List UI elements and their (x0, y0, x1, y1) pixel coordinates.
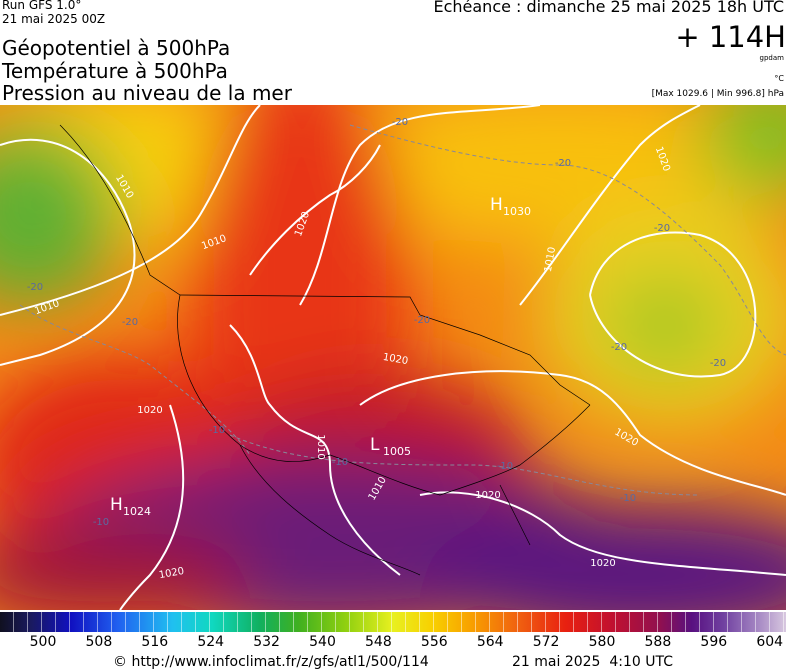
color-scale-label: 580 (588, 634, 616, 650)
source-url: © http://www.infoclimat.fr/z/gfs/atl1/50… (113, 654, 429, 670)
pressure-center-symbol: H (490, 195, 503, 215)
isobar-label: 1020 (475, 490, 500, 501)
isotherm-label: -20 (611, 342, 627, 353)
isotherm-label: -20 (654, 223, 670, 234)
isotherm-label: -10 (332, 457, 348, 468)
run: Run GFS 1.0° (2, 0, 82, 12)
isobar-label: 1020 (137, 405, 162, 416)
isotherm-label: -10 (620, 493, 636, 504)
color-scale-label: 572 (532, 634, 560, 650)
color-scale-divisions (0, 612, 786, 632)
title: Géopotentiel à 500hPa (2, 36, 231, 60)
isobar-label: 1020 (158, 566, 185, 581)
color-scale-label: 516 (141, 634, 169, 650)
lead-time: + 114H (675, 20, 786, 54)
isotherm-label: -10 (497, 461, 513, 472)
color-scale-label: 548 (365, 634, 392, 650)
pressure-center-value: 1030 (503, 205, 531, 218)
pressure-range: [Max 1029.6 | Min 996.8] hPa (651, 89, 784, 99)
pressure-center-value: 1024 (123, 505, 151, 518)
isotherm-label: -20 (122, 317, 138, 328)
pressure-center-value: 1005 (383, 445, 411, 458)
title: Pression au niveau de la mer (2, 81, 292, 105)
color-scale-label: 604 (756, 634, 784, 650)
isotherm-label: -10 (209, 425, 225, 436)
color-scale-label: 596 (700, 634, 728, 650)
isotherm-label: -20 (414, 315, 430, 326)
color-scale-label: 508 (85, 634, 113, 650)
isotherms (19, 124, 786, 496)
borders (59, 124, 591, 576)
isotherm-label: -20 (27, 282, 43, 293)
unit: °C (774, 74, 784, 83)
color-scale-label: 500 (29, 634, 57, 650)
color-scale-label: 556 (420, 634, 448, 650)
isotherm-label: -10 (93, 517, 109, 528)
color-scale-label: 540 (309, 634, 336, 650)
unit: gpdam (759, 54, 784, 62)
isotherm-label: -20 (555, 158, 571, 169)
color-scale-label: 524 (197, 634, 225, 650)
run-date: 21 mai 2025 00Z (2, 12, 106, 26)
isotherm-label: -20 (392, 117, 408, 128)
pressure-center-symbol: H (110, 495, 123, 515)
isobars (0, 105, 786, 610)
color-scale-labels: 500 508 516 524 532 540 548 556 564 572 580 588 596 6… (0, 634, 786, 654)
temperature-field (0, 105, 786, 610)
pressure-center-symbol: L (370, 435, 380, 455)
color-scale-label: 532 (253, 634, 280, 650)
isotherm-label: -20 (710, 358, 726, 369)
valid-time: Echéance : dimanche 25 mai 2025 18h UTC (433, 0, 784, 16)
isobar-label: 1010 (315, 434, 326, 459)
color-scale-label: 564 (476, 634, 504, 650)
title: Température à 500hPa (2, 59, 228, 83)
isobar-label: 1020 (382, 352, 409, 367)
isobar-label: 1010 (543, 246, 558, 273)
generated-time: 21 mai 2025 4:10 UTC (512, 654, 673, 670)
isobar-label: 1020 (590, 558, 615, 569)
color-scale-label: 588 (644, 634, 672, 650)
